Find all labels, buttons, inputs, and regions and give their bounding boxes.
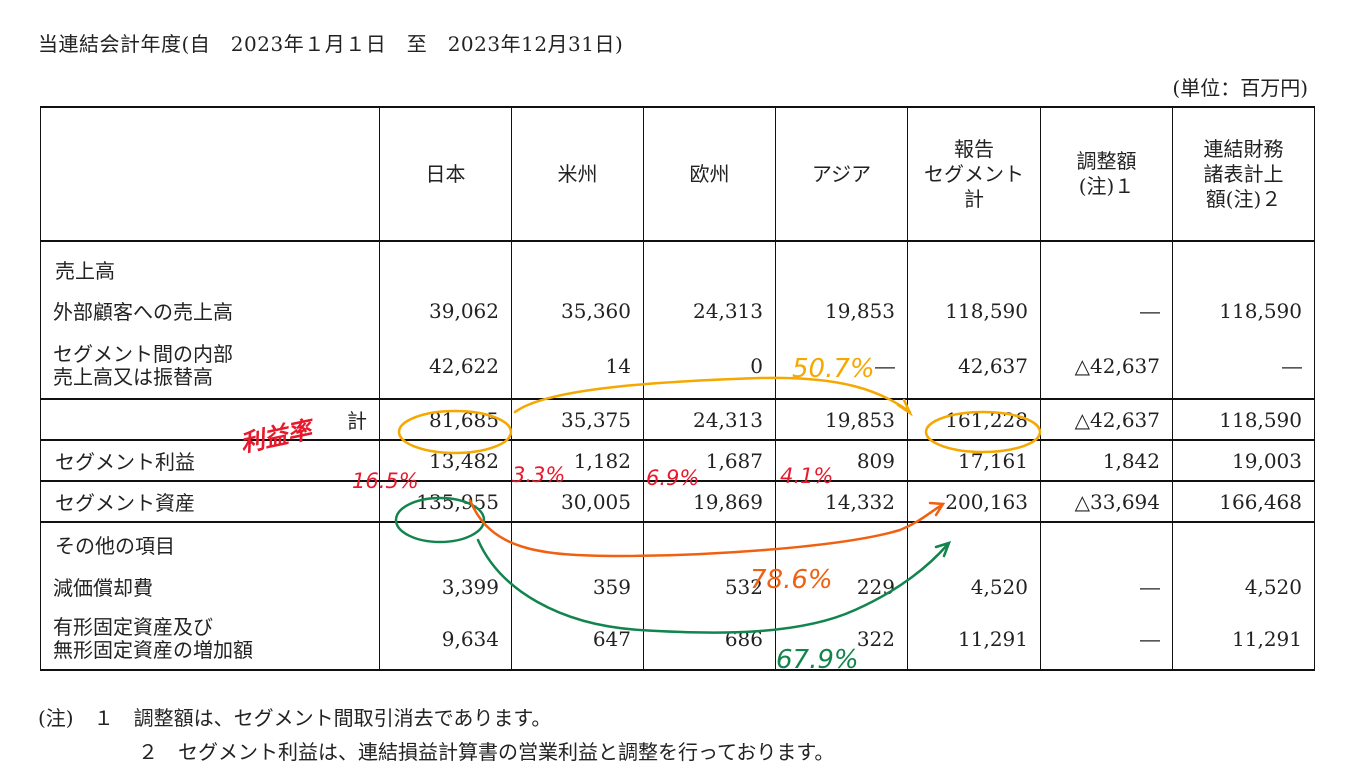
row-intersegment: セグメント間の内部 売上高又は振替高 42,622 14 0 ― 42,637 … — [40, 333, 1315, 399]
cell-americas: 35,375 — [511, 398, 644, 440]
header-adjustment: 調整額 (注)１ — [1040, 106, 1173, 242]
cell-japan: 135,955 — [379, 480, 512, 522]
cell-reported-total: 11,291 — [907, 608, 1041, 671]
row-label: 有形固定資産及び 無形固定資産の増加額 — [40, 608, 380, 671]
row-depreciation: 減価償却費 3,399 359 532 229 4,520 ― 4,520 — [40, 565, 1315, 608]
cell-asia: 14,332 — [775, 480, 908, 522]
cell-americas: 30,005 — [511, 480, 644, 522]
cell-adjustment: 1,842 — [1040, 439, 1173, 481]
header-asia: アジア — [775, 106, 908, 242]
cell-americas: 359 — [511, 565, 644, 608]
row-sales: 売上高 — [40, 241, 1315, 288]
row-label: 計 — [40, 398, 380, 440]
row-label: 外部顧客への売上高 — [40, 288, 380, 333]
cell-asia: 19,853 — [775, 288, 908, 333]
note-2: ２ セグメント利益は、連結損益計算書の営業利益と調整を行っております。 — [138, 740, 835, 764]
page-title: 当連結会計年度(自 2023年１月１日 至 2023年12月31日) — [38, 32, 624, 56]
cell-americas: 35,360 — [511, 288, 644, 333]
cell-europe: 24,313 — [643, 288, 776, 333]
cell-europe: 0 — [643, 333, 776, 399]
cell-consolidated: ― — [1172, 333, 1315, 399]
cell-europe: 19,869 — [643, 480, 776, 522]
cell-reported-total: 42,637 — [907, 333, 1041, 399]
cell-consolidated: 118,590 — [1172, 398, 1315, 440]
cell-consolidated: 11,291 — [1172, 608, 1315, 671]
cell-reported-total: 4,520 — [907, 565, 1041, 608]
segment-table: 日本 米州 欧州 アジア 報告 セグメント 計 調整額 (注)１ 連結財務 諸表… — [40, 106, 1315, 671]
cell-consolidated: 4,520 — [1172, 565, 1315, 608]
cell-americas: 14 — [511, 333, 644, 399]
cell-europe: 532 — [643, 565, 776, 608]
cell-reported-total: 161,228 — [907, 398, 1041, 440]
cell-asia: ― — [775, 333, 908, 399]
cell-americas: 1,182 — [511, 439, 644, 481]
header-empty — [40, 106, 380, 242]
header-americas: 米州 — [511, 106, 644, 242]
cell-japan: 42,622 — [379, 333, 512, 399]
row-capex: 有形固定資産及び 無形固定資産の増加額 9,634 647 686 322 11… — [40, 608, 1315, 671]
cell-reported-total: 118,590 — [907, 288, 1041, 333]
cell-asia: 19,853 — [775, 398, 908, 440]
cell-japan: 9,634 — [379, 608, 512, 671]
row-external-sales: 外部顧客への売上高 39,062 35,360 24,313 19,853 11… — [40, 288, 1315, 333]
cell-asia: 322 — [775, 608, 908, 671]
cell-reported-total: 17,161 — [907, 439, 1041, 481]
cell-japan: 3,399 — [379, 565, 512, 608]
row-label: セグメント間の内部 売上高又は振替高 — [40, 333, 380, 399]
row-label: その他の項目 — [40, 521, 380, 565]
cell-asia: 229 — [775, 565, 908, 608]
header-japan: 日本 — [379, 106, 512, 242]
cell-americas: 647 — [511, 608, 644, 671]
row-label: 売上高 — [40, 241, 380, 288]
row-total: 計 81,685 35,375 24,313 19,853 161,228 △4… — [40, 398, 1315, 440]
cell-europe: 24,313 — [643, 398, 776, 440]
row-segment-assets: セグメント資産 135,955 30,005 19,869 14,332 200… — [40, 480, 1315, 522]
header-consolidated: 連結財務 諸表計上 額(注)２ — [1172, 106, 1315, 242]
cell-europe: 686 — [643, 608, 776, 671]
cell-adjustment: △33,694 — [1040, 480, 1173, 522]
cell-adjustment: △42,637 — [1040, 398, 1173, 440]
cell-adjustment: ― — [1040, 288, 1173, 333]
header-reported-total: 報告 セグメント 計 — [907, 106, 1041, 242]
unit-label: (単位：百万円) — [1172, 76, 1308, 100]
row-label: セグメント利益 — [40, 439, 380, 481]
cell-japan: 13,482 — [379, 439, 512, 481]
cell-consolidated: 118,590 — [1172, 288, 1315, 333]
cell-consolidated: 166,468 — [1172, 480, 1315, 522]
row-other: その他の項目 — [40, 521, 1315, 565]
cell-asia: 809 — [775, 439, 908, 481]
cell-reported-total: 200,163 — [907, 480, 1041, 522]
row-label: 減価償却費 — [40, 565, 380, 608]
cell-adjustment: ― — [1040, 608, 1173, 671]
cell-japan: 81,685 — [379, 398, 512, 440]
cell-adjustment: △42,637 — [1040, 333, 1173, 399]
header-row: 日本 米州 欧州 アジア 報告 セグメント 計 調整額 (注)１ 連結財務 諸表… — [40, 106, 1315, 242]
header-europe: 欧州 — [643, 106, 776, 242]
row-segment-profit: セグメント利益 13,482 1,182 1,687 809 17,161 1,… — [40, 439, 1315, 481]
cell-japan: 39,062 — [379, 288, 512, 333]
row-label: セグメント資産 — [40, 480, 380, 522]
cell-consolidated: 19,003 — [1172, 439, 1315, 481]
cell-europe: 1,687 — [643, 439, 776, 481]
cell-adjustment: ― — [1040, 565, 1173, 608]
note-1: (注) １ 調整額は、セグメント間取引消去であります。 — [38, 706, 552, 730]
